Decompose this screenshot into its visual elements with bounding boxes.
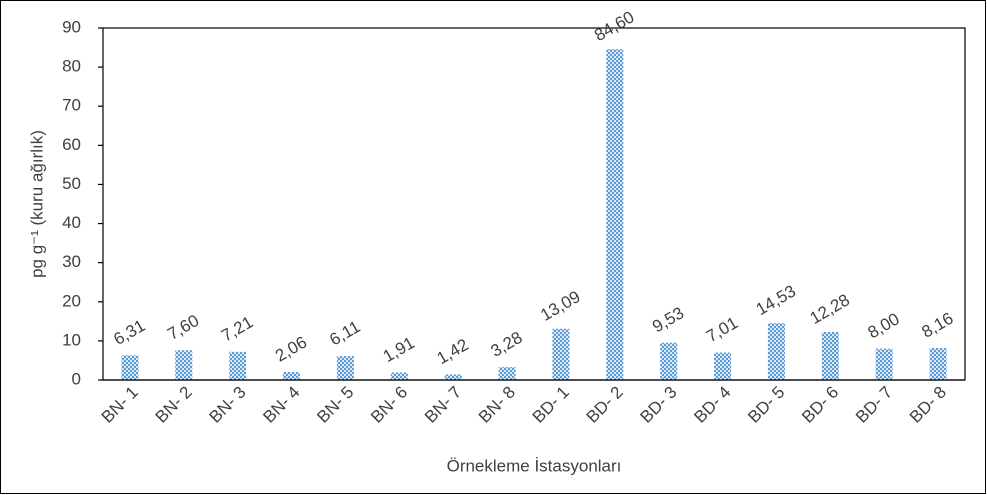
- bar: [390, 372, 408, 380]
- y-tick-label: 0: [72, 369, 81, 388]
- y-tick-label: 80: [62, 57, 81, 76]
- bar: [875, 348, 893, 380]
- bar: [336, 356, 354, 380]
- y-tick-label: 60: [62, 135, 81, 154]
- y-tick-label: 10: [62, 330, 81, 349]
- bar: [175, 350, 193, 380]
- bar: [929, 348, 947, 380]
- y-tick-label: 40: [62, 213, 81, 232]
- y-axis-title: pg g⁻¹ (kuru ağırlık): [27, 130, 46, 278]
- bar: [714, 352, 732, 380]
- y-tick-label: 20: [62, 291, 81, 310]
- y-tick-label: 90: [62, 17, 81, 36]
- bar: [821, 331, 839, 380]
- bar: [283, 371, 301, 380]
- x-axis-title: Örnekleme İstasyonları: [447, 456, 622, 475]
- bar: [229, 351, 247, 380]
- bar: [121, 355, 139, 380]
- y-tick-label: 30: [62, 252, 81, 271]
- y-tick-label: 50: [62, 174, 81, 193]
- bar: [552, 328, 570, 380]
- bar: [660, 342, 678, 380]
- bar: [498, 367, 516, 380]
- y-tick-label: 70: [62, 96, 81, 115]
- bar: [767, 323, 785, 380]
- bar: [606, 49, 624, 381]
- bar: [444, 374, 462, 380]
